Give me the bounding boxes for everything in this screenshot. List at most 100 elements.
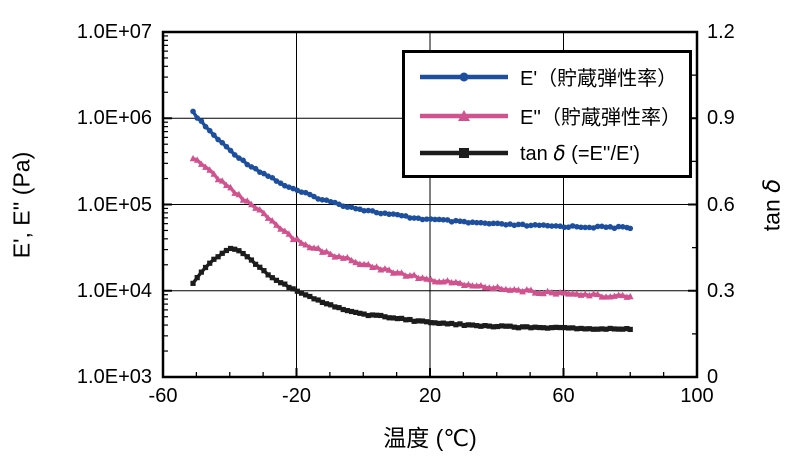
- e-prime-line-icon: [420, 72, 508, 82]
- E-double-prime-marker: [298, 239, 305, 246]
- E-double-prime-marker: [481, 283, 489, 291]
- tan-delta-marker: [415, 318, 421, 324]
- y-left-tick-label: 1.0E+07: [76, 21, 152, 43]
- x-tick-label: 100: [680, 385, 714, 407]
- E-prime-marker: [206, 127, 213, 134]
- tan-delta-marker: [503, 323, 509, 329]
- tan-delta-marker: [307, 293, 313, 300]
- E-prime-marker: [549, 223, 555, 229]
- E-prime-marker: [444, 217, 451, 223]
- plot-border: [161, 30, 699, 379]
- tan-delta-marker: [357, 310, 363, 316]
- E-double-prime-marker: [227, 183, 234, 191]
- e-double-prime-line-icon: [420, 109, 508, 121]
- tan-delta-marker: [365, 312, 371, 319]
- E-prime-marker: [269, 174, 276, 181]
- tan-delta-marker: [570, 325, 576, 331]
- E-prime-marker: [407, 215, 413, 221]
- E-prime-marker: [390, 211, 397, 217]
- legend-label-e-double-prime: E''（貯蔵弾性率）: [520, 107, 681, 130]
- tan-delta-marker: [449, 320, 455, 327]
- tan-delta-marker: [207, 260, 213, 266]
- tan-delta-marker: [428, 320, 434, 326]
- tan-delta-marker: [444, 321, 451, 327]
- tan-delta-marker: [461, 322, 467, 329]
- E-prime-marker: [544, 222, 551, 229]
- E-prime-marker: [340, 203, 347, 210]
- tan-delta-marker: [340, 306, 346, 313]
- tan-delta-marker: [399, 315, 405, 321]
- tan-delta-marker: [407, 316, 413, 323]
- E-double-prime-marker: [206, 166, 214, 173]
- E-prime-marker: [440, 216, 447, 223]
- E-double-prime-marker: [581, 290, 589, 297]
- E-double-prime-marker: [394, 269, 401, 276]
- E-prime-marker: [319, 196, 326, 203]
- E-prime-marker: [223, 143, 230, 150]
- E-prime-marker: [231, 152, 238, 158]
- E-double-prime-marker: [519, 287, 526, 295]
- E-prime-marker: [619, 224, 626, 230]
- E-prime-marker: [486, 220, 493, 227]
- E-prime-marker: [327, 198, 334, 205]
- E-double-prime-marker: [348, 256, 355, 264]
- E-prime-marker: [219, 139, 226, 146]
- E-double-prime-marker: [202, 163, 209, 170]
- E-prime-marker: [211, 132, 217, 138]
- E-prime-marker: [453, 217, 459, 224]
- E-double-prime-marker: [264, 214, 272, 221]
- E-double-prime-marker: [535, 289, 543, 297]
- E-prime-marker: [277, 180, 284, 187]
- E-double-prime-marker: [548, 289, 556, 296]
- E-double-prime-legend-marker: [458, 109, 470, 121]
- tan-delta-marker: [202, 264, 209, 271]
- E-double-prime-marker: [523, 286, 531, 293]
- E-prime-marker: [490, 220, 497, 227]
- tan-delta-marker: [490, 324, 497, 330]
- tan-delta-marker: [303, 292, 309, 298]
- tan-delta-marker: [590, 326, 597, 332]
- tan-delta-marker: [424, 319, 430, 325]
- E-double-prime-marker: [344, 253, 351, 261]
- legend-item-e-double-prime: E''（貯蔵弾性率）: [417, 101, 689, 130]
- tan-delta-marker: [253, 261, 259, 267]
- E-prime-marker: [574, 223, 580, 230]
- tan-delta-marker: [582, 326, 588, 332]
- E-double-prime-marker: [444, 277, 451, 284]
- E-prime-marker: [403, 213, 409, 219]
- E-double-prime-marker: [494, 283, 501, 290]
- E-prime-marker: [627, 225, 634, 232]
- E-double-prime-marker: [385, 266, 393, 273]
- E-double-prime-marker: [573, 290, 581, 297]
- x-axis-title: 温度 (℃): [383, 425, 477, 451]
- E-prime-marker: [594, 223, 601, 230]
- E-double-prime-marker: [248, 200, 255, 208]
- E-prime-marker: [215, 136, 221, 143]
- E-prime-marker: [553, 223, 559, 229]
- E-double-prime-marker: [302, 241, 310, 248]
- tan-delta-marker: [599, 326, 605, 332]
- E-double-prime-marker: [423, 275, 431, 282]
- E-prime-marker: [377, 210, 384, 217]
- E-double-prime-marker: [260, 209, 268, 217]
- legend-label-e-prime: E'（貯蔵弾性率）: [520, 68, 678, 91]
- tan-delta-marker: [353, 309, 359, 316]
- E-double-prime-marker: [619, 291, 627, 299]
- tan-delta-marker: [411, 318, 417, 324]
- tan-delta-marker: [273, 277, 280, 283]
- tan-delta-marker: [286, 284, 292, 291]
- E-double-prime-marker: [210, 170, 218, 177]
- E-double-prime-marker: [626, 292, 634, 300]
- tan-delta-marker: [315, 297, 321, 303]
- E-prime-marker: [523, 223, 530, 229]
- E-double-prime-marker: [419, 274, 426, 281]
- E-double-prime-marker: [502, 285, 510, 293]
- tan-delta-marker: [374, 312, 380, 318]
- E-prime-marker: [261, 170, 267, 177]
- tan-delta-marker: [257, 264, 263, 270]
- E-double-prime-marker: [256, 206, 264, 213]
- tan-delta-marker: [603, 326, 609, 332]
- tan-delta-marker: [469, 322, 476, 328]
- E-double-prime-marker: [527, 286, 535, 293]
- tan-delta-marker: [290, 286, 296, 292]
